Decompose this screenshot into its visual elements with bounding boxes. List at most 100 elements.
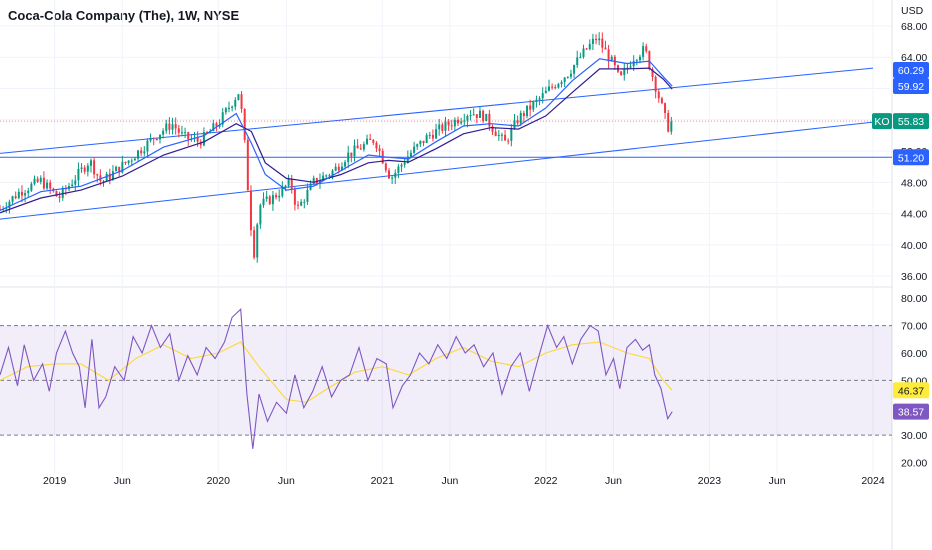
candle-up <box>566 76 569 78</box>
candle-down <box>359 148 362 150</box>
candle-down <box>36 178 39 182</box>
candle-down <box>601 38 604 48</box>
candle-up <box>406 156 409 163</box>
last-price-badge: 55.83 <box>898 116 924 128</box>
candle-down <box>124 161 127 164</box>
candle-down <box>441 124 444 131</box>
candle-down <box>450 125 453 127</box>
candle-up <box>598 38 601 41</box>
candle-up <box>394 172 397 178</box>
candle-down <box>494 131 497 137</box>
candle-down <box>645 46 648 52</box>
candle-up <box>532 101 535 110</box>
candle-up <box>149 137 152 141</box>
candle-up <box>262 198 265 206</box>
candle-up <box>591 38 594 44</box>
candle-up <box>444 121 447 131</box>
candle-up <box>544 90 547 94</box>
x-tick-label: 2021 <box>371 475 395 487</box>
candle-up <box>466 116 469 121</box>
candle-down <box>206 132 209 134</box>
candle-up <box>61 188 64 198</box>
candle-up <box>325 175 328 177</box>
candle-up <box>632 60 635 67</box>
x-tick-label: Jun <box>441 475 458 487</box>
rsi-line <box>0 307 673 449</box>
candle-down <box>431 134 434 139</box>
candle-up <box>318 180 321 184</box>
candle-up <box>469 115 472 117</box>
candle-up <box>105 173 108 181</box>
candle-up <box>86 165 89 172</box>
price-tick-label: 48.00 <box>901 177 927 189</box>
candle-up <box>180 132 183 134</box>
candle-down <box>108 173 111 180</box>
candle-down <box>199 141 202 146</box>
candle-up <box>472 114 475 116</box>
candle-up <box>573 65 576 74</box>
candle-up <box>322 175 325 181</box>
candle-up <box>526 105 529 117</box>
candle-up <box>588 43 591 50</box>
candle-up <box>582 48 585 57</box>
candle-up <box>127 160 130 164</box>
candle-up <box>221 112 224 125</box>
candle-up <box>71 184 74 187</box>
candle-down <box>475 114 478 118</box>
candle-down <box>168 123 171 130</box>
candle-down <box>482 110 485 122</box>
candle-up <box>89 160 92 166</box>
candle-up <box>137 150 140 159</box>
candle-down <box>297 204 300 206</box>
rsi-tick-label: 60.00 <box>901 348 927 360</box>
candle-up <box>403 162 406 165</box>
candle-up <box>344 162 347 167</box>
x-tick-label: Jun <box>769 475 786 487</box>
candle-down <box>657 91 660 99</box>
candle-down <box>620 71 623 76</box>
candle-up <box>409 152 412 157</box>
candle-up <box>5 208 8 210</box>
symbol-badge: KO <box>874 116 889 128</box>
candle-up <box>33 178 36 184</box>
candle-down <box>293 189 296 205</box>
candle-up <box>563 77 566 83</box>
candle-up <box>143 151 146 154</box>
candle-up <box>635 60 638 62</box>
candle-up <box>77 168 80 181</box>
x-tick-label: Jun <box>114 475 131 487</box>
candle-up <box>425 135 428 143</box>
candle-up <box>419 140 422 145</box>
candle-up <box>202 132 205 146</box>
candle-down <box>488 113 491 127</box>
candle-up <box>535 99 538 102</box>
candle-down <box>243 108 246 140</box>
candle-up <box>158 134 161 140</box>
candle-up <box>547 86 550 91</box>
candle-up <box>171 124 174 130</box>
candle-up <box>256 224 259 258</box>
candle-up <box>629 66 632 68</box>
candle-up <box>438 124 441 130</box>
candle-up <box>228 107 231 109</box>
candle-up <box>231 106 234 108</box>
candle-down <box>14 196 17 199</box>
candle-down <box>253 230 256 258</box>
rsi-ma-badge-bg <box>893 382 929 399</box>
candle-up <box>24 193 27 196</box>
candle-down <box>196 137 199 142</box>
candle-up <box>478 110 481 118</box>
candle-down <box>384 163 387 171</box>
rsi-tick-label: 30.00 <box>901 430 927 442</box>
candle-down <box>42 177 45 189</box>
candle-up <box>428 134 431 136</box>
candle-up <box>133 158 136 161</box>
candle-up <box>281 186 284 196</box>
candle-up <box>74 180 77 185</box>
candle-up <box>538 98 541 100</box>
candle-down <box>155 138 158 140</box>
candle-down <box>667 113 670 132</box>
candle-down <box>177 128 180 133</box>
